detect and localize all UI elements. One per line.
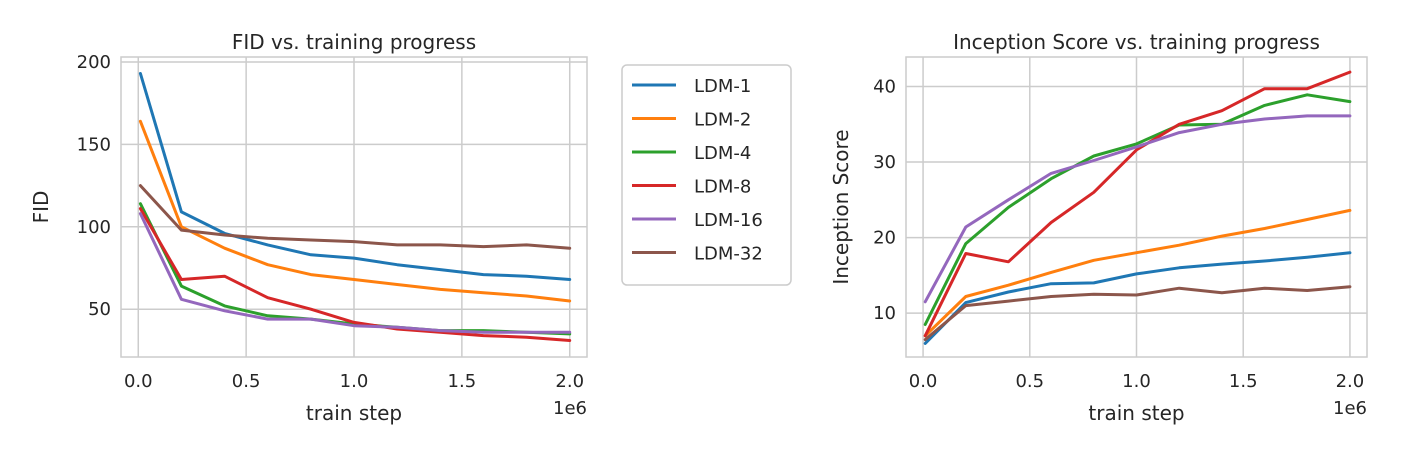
y-tick-label: 100 [77, 217, 111, 238]
y-tick-label: 200 [77, 52, 111, 73]
legend-label: LDM-16 [694, 210, 763, 231]
chart-title: FID vs. training progress [232, 30, 476, 54]
series-line-series-5 [923, 114, 1352, 304]
x-tick-label: 2.0 [555, 371, 584, 392]
plot-frame [120, 56, 588, 358]
chart-title: Inception Score vs. training progress [953, 30, 1320, 54]
x-tick-label: 1.0 [340, 371, 369, 392]
series-line-series-4 [923, 70, 1352, 338]
x-offset-text: 1e6 [553, 398, 587, 419]
legend-label: LDM-2 [694, 110, 751, 131]
legend-label: LDM-32 [694, 244, 763, 265]
y-axis-label: Inception Score [829, 129, 853, 284]
plot-frame [905, 56, 1368, 358]
x-tick-label: 1.0 [1122, 371, 1151, 392]
y-tick-label: 20 [873, 228, 896, 249]
y-tick-label: 50 [88, 299, 111, 320]
x-tick-label: 1.5 [1229, 371, 1258, 392]
x-tick-label: 0.5 [232, 371, 261, 392]
series-line-series-2 [923, 208, 1352, 338]
x-tick-label: 2.0 [1336, 371, 1365, 392]
y-tick-label: 150 [77, 134, 111, 155]
legend: LDM-1 LDM-2 LDM-4 LDM-8 LDM-16 LDM-32 [621, 64, 792, 286]
chart-2: 0.0 0.5 1.0 1.5 2.0 10 20 30 40 Inception Score v… [829, 30, 1368, 425]
y-tick-label: 10 [873, 303, 896, 324]
x-tick-label: 1.5 [448, 371, 477, 392]
x-tick-label: 0.5 [1015, 371, 1044, 392]
chart-1: 0.0 0.5 1.0 1.5 2.0 50 100 150 200 FID vs. traini… [29, 30, 792, 425]
series-line-ldm-1 [138, 72, 572, 281]
x-tick-label: 0.0 [124, 371, 153, 392]
legend-label: LDM-8 [694, 177, 751, 198]
x-offset-text: 1e6 [1333, 398, 1367, 419]
series-line-series-3 [923, 93, 1352, 326]
x-axis-label: train step [1088, 401, 1184, 425]
series-line-ldm-32 [138, 184, 572, 250]
x-tick-label: 0.0 [909, 371, 938, 392]
series-line-ldm-2 [138, 119, 572, 303]
y-axis-label: FID [29, 191, 53, 224]
legend-label: LDM-4 [694, 143, 751, 164]
series-line-series-1 [923, 251, 1352, 345]
series-line-ldm-16 [138, 212, 572, 334]
x-axis-label: train step [306, 401, 402, 425]
series-line-ldm-8 [138, 207, 572, 342]
y-tick-label: 30 [873, 152, 896, 173]
y-tick-label: 40 [873, 76, 896, 97]
legend-label: LDM-1 [694, 76, 751, 97]
series-line-series-6 [923, 285, 1352, 342]
